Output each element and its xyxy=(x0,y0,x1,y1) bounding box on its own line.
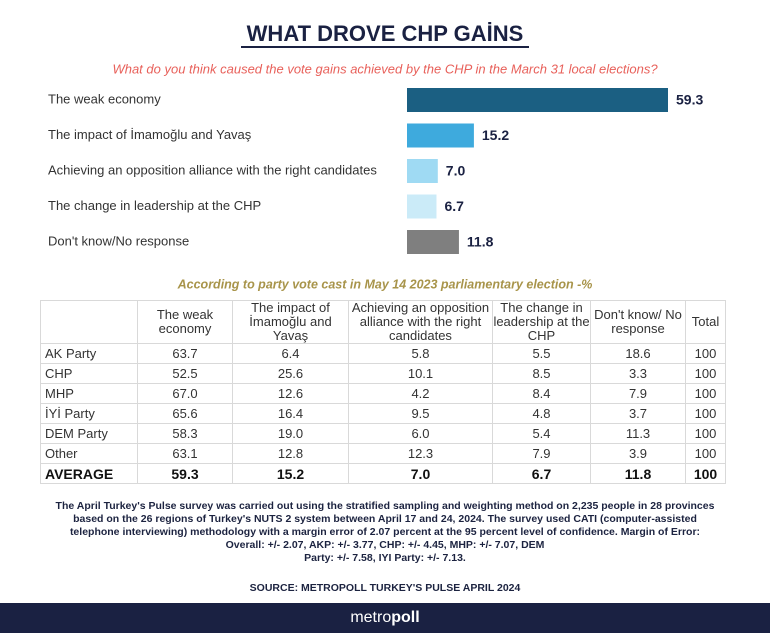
table-cell: 4.2 xyxy=(348,383,493,404)
table-cell: 3.9 xyxy=(590,443,686,464)
table-cell: 8.5 xyxy=(492,363,591,384)
table-cell: Achieving an opposition alliance with th… xyxy=(348,300,493,344)
table-cell: 100 xyxy=(685,343,726,364)
bar xyxy=(407,88,668,112)
value-label: 15.2 xyxy=(482,127,509,143)
table-row: The weak economy The impact of İmamoğlu a… xyxy=(40,300,726,344)
table-row: İYİ Party 65.6 16.4 9.5 4.8 3.7 100 xyxy=(40,403,726,424)
bar xyxy=(407,230,459,254)
table-row: AK Party 63.7 6.4 5.8 5.5 18.6 100 xyxy=(40,343,726,364)
table-cell: CHP xyxy=(40,363,138,384)
table-cell: DEM Party xyxy=(40,423,138,444)
bar xyxy=(407,194,437,219)
value-label: 11.8 xyxy=(467,234,494,250)
category-label: The impact of İmamoğlu and Yavaş xyxy=(48,127,252,142)
table-cell: 100 xyxy=(685,423,726,444)
table-row: CHP 52.5 25.6 10.1 8.5 3.3 100 xyxy=(40,363,726,384)
table-row: MHP 67.0 12.6 4.2 8.4 7.9 100 xyxy=(40,383,726,404)
table-title: According to party vote cast in May 14 2… xyxy=(177,277,593,291)
notes: The April Turkey's Pulse survey was carr… xyxy=(0,500,770,565)
table-cell: 19.0 xyxy=(232,423,349,444)
table-cell: 5.5 xyxy=(492,343,591,364)
value-label: 59.3 xyxy=(676,92,703,108)
note-line: telephone interviewing) methodology with… xyxy=(69,526,701,538)
table-cell: 5.8 xyxy=(348,343,493,364)
table-row: DEM Party 58.3 19.0 6.0 5.4 11.3 100 xyxy=(40,423,726,444)
table-cell: 63.1 xyxy=(137,443,233,464)
table-cell: 67.0 xyxy=(137,383,233,404)
value-label: 7.0 xyxy=(446,163,466,179)
table-cell: 59.3 xyxy=(137,463,233,484)
table-cell: 11.3 xyxy=(590,423,686,444)
table-row: Other 63.1 12.8 12.3 7.9 3.9 100 xyxy=(40,443,726,464)
table-cell: 12.3 xyxy=(348,443,493,464)
note-line: based on the 26 regions of Turkey's NUTS… xyxy=(73,513,697,525)
table-cell: The change in leadership at the CHP xyxy=(492,300,591,344)
table-cell: 63.7 xyxy=(137,343,233,364)
table-cell xyxy=(40,300,138,344)
table-cell: 12.6 xyxy=(232,383,349,404)
table-cell: 3.3 xyxy=(590,363,686,384)
table-cell: The weak economy xyxy=(137,300,233,344)
table-cell: Other xyxy=(40,443,138,464)
table-cell: Total xyxy=(685,300,726,344)
brand: poll xyxy=(391,609,420,626)
table-cell: 100 xyxy=(685,363,726,384)
table-cell: 100 xyxy=(685,463,726,484)
table-cell: 100 xyxy=(685,403,726,424)
table-cell: 3.7 xyxy=(590,403,686,424)
table-cell: 25.6 xyxy=(232,363,349,384)
table-cell: 11.8 xyxy=(590,463,686,484)
table-cell: 6.0 xyxy=(348,423,493,444)
chart-title: WHAT DROVE CHP GAİNS xyxy=(247,21,524,46)
brand: metro xyxy=(350,609,392,626)
table-cell: 15.2 xyxy=(232,463,349,484)
footer-bar: metropoll xyxy=(0,603,770,633)
table-cell: 4.8 xyxy=(492,403,591,424)
table-cell: İYİ Party xyxy=(40,403,138,424)
table-cell: 7.9 xyxy=(590,383,686,404)
bar xyxy=(407,159,438,183)
category-label: Achieving an opposition alliance with th… xyxy=(48,162,377,177)
table-cell: 12.8 xyxy=(232,443,349,464)
table-cell: AK Party xyxy=(40,343,138,364)
table-cell: 6.4 xyxy=(232,343,349,364)
table-cell: 100 xyxy=(685,383,726,404)
table-cell: 65.6 xyxy=(137,403,233,424)
bar xyxy=(407,123,474,148)
note-line: Overall: +/- 2.07, AKP: +/- 3.77, CHP: +… xyxy=(225,539,545,551)
category-label: Don't know/No response xyxy=(48,233,189,248)
value-label: 6.7 xyxy=(444,198,464,214)
table: The weak economy The impact of İmamoğlu a… xyxy=(40,300,726,484)
table-cell: 6.7 xyxy=(492,463,591,484)
table-cell: 18.6 xyxy=(590,343,686,364)
table-cell: AVERAGE xyxy=(40,463,138,484)
table-cell: 8.4 xyxy=(492,383,591,404)
table-cell: 5.4 xyxy=(492,423,591,444)
table-cell: 52.5 xyxy=(137,363,233,384)
table-cell: Don't know/ No response xyxy=(590,300,686,344)
table-cell: The impact of İmamoğlu and Yavaş xyxy=(232,300,349,344)
table-cell: 16.4 xyxy=(232,403,349,424)
table-cell: 58.3 xyxy=(137,423,233,444)
table-cell: 7.0 xyxy=(348,463,493,484)
note-line: The April Turkey's Pulse survey was carr… xyxy=(55,500,715,512)
source: SOURCE: METROPOLL TURKEY'S PULSE APRIL 2… xyxy=(249,582,521,594)
table-cell: 100 xyxy=(685,443,726,464)
table-cell: MHP xyxy=(40,383,138,404)
table-row: AVERAGE 59.3 15.2 7.0 6.7 11.8 100 xyxy=(40,463,726,484)
table-cell: 7.9 xyxy=(492,443,591,464)
category-label: The weak economy xyxy=(48,91,161,106)
table-cell: 9.5 xyxy=(348,403,493,424)
table-cell: 10.1 xyxy=(348,363,493,384)
chart-subtitle: What do you think caused the vote gains … xyxy=(112,61,658,76)
category-label: The change in leadership at the CHP xyxy=(48,198,261,213)
note-line: Party: +/- 7.58, IYI Party: +/- 7.13. xyxy=(304,552,466,564)
chart: WHAT DROVE CHP GAİNS What do you think c… xyxy=(48,21,703,291)
